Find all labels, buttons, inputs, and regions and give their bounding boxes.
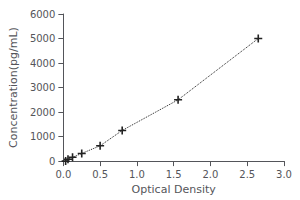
svg-text:0: 0: [49, 156, 55, 167]
svg-text:1.5: 1.5: [166, 169, 182, 180]
svg-text:0.0: 0.0: [55, 169, 71, 180]
svg-text:2000: 2000: [30, 107, 55, 118]
svg-text:1000: 1000: [30, 131, 55, 142]
svg-text:1.0: 1.0: [129, 169, 145, 180]
svg-text:6000: 6000: [30, 9, 55, 20]
svg-text:Concentration(pg/mL): Concentration(pg/mL): [7, 27, 20, 148]
svg-text:5000: 5000: [30, 33, 55, 44]
svg-text:3.0: 3.0: [276, 169, 292, 180]
svg-text:4000: 4000: [30, 58, 55, 69]
svg-text:2.5: 2.5: [239, 169, 255, 180]
svg-text:Optical Density: Optical Density: [132, 183, 217, 196]
svg-text:0.5: 0.5: [92, 169, 108, 180]
svg-text:3000: 3000: [30, 82, 55, 93]
svg-text:2.0: 2.0: [202, 169, 218, 180]
